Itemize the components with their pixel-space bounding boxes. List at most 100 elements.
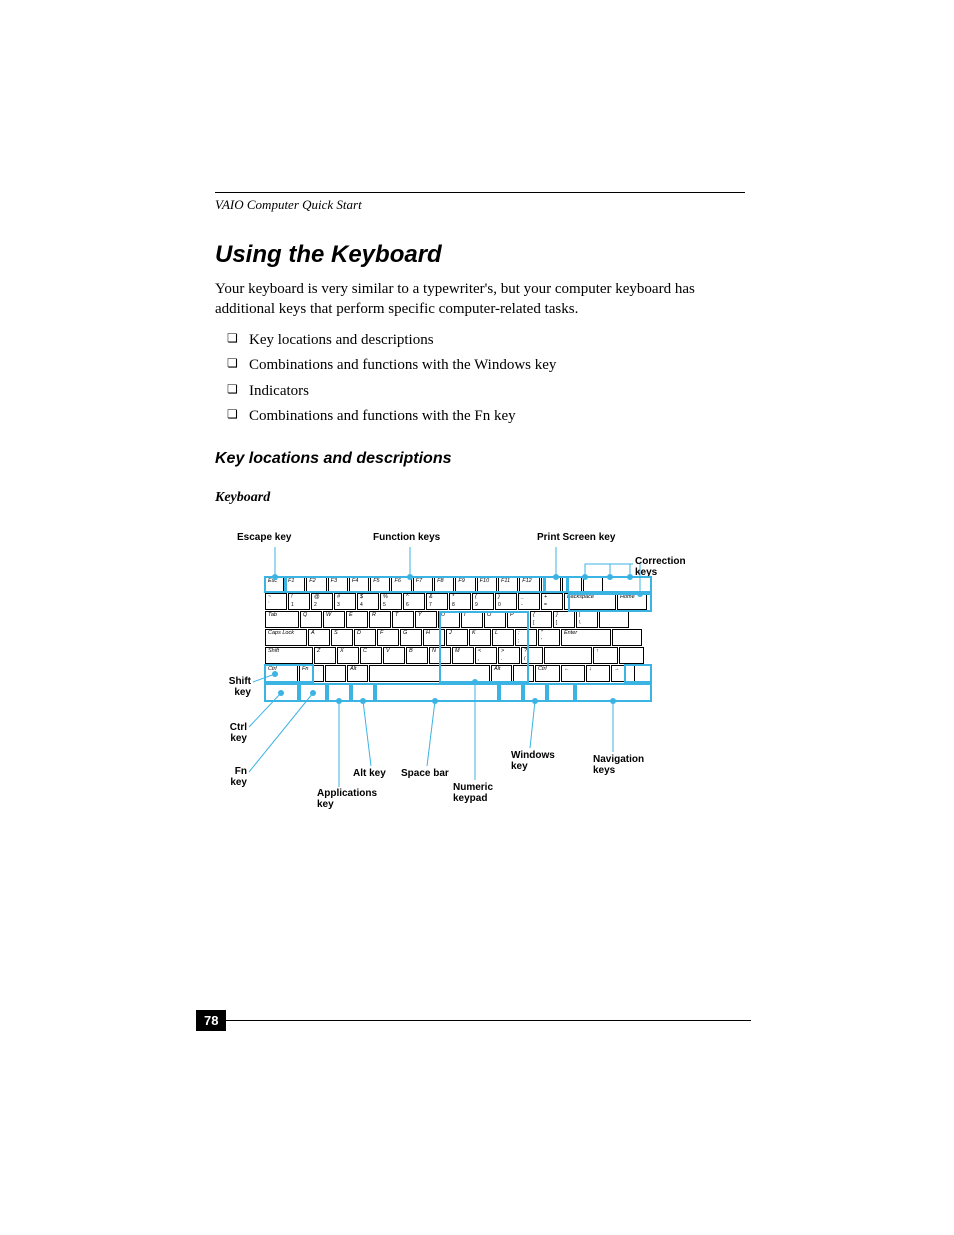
key: F3 <box>328 577 348 592</box>
key: G <box>400 629 422 646</box>
key: @2 <box>311 593 333 610</box>
section-heading: Key locations and descriptions <box>215 450 745 468</box>
callout-escape: Escape key <box>237 532 292 544</box>
key: Home <box>617 593 647 610</box>
callout-shift: Shift key <box>211 676 251 699</box>
bullet-item: Key locations and descriptions <box>227 328 745 354</box>
page-title: Using the Keyboard <box>215 241 745 269</box>
key: {[ <box>530 611 552 628</box>
key: ?/ <box>521 647 543 664</box>
key: Alt <box>491 665 512 682</box>
key: Z <box>314 647 336 664</box>
key: $4 <box>357 593 379 610</box>
callout-numeric: Numeric keypad <box>453 782 503 805</box>
key: W <box>323 611 345 628</box>
key: #3 <box>334 593 356 610</box>
key: F12 <box>519 577 539 592</box>
key: U <box>438 611 460 628</box>
callout-function: Function keys <box>373 532 440 544</box>
key: Esc <box>265 577 284 592</box>
key: F4 <box>349 577 369 592</box>
key <box>541 577 561 592</box>
key: (9 <box>472 593 494 610</box>
key: H <box>423 629 445 646</box>
key: "' <box>538 629 560 646</box>
bullet-list: Key locations and descriptions Combinati… <box>227 328 745 430</box>
callout-windows: Windows key <box>511 750 561 773</box>
key: Q <box>300 611 322 628</box>
key: J <box>446 629 468 646</box>
key: <, <box>475 647 497 664</box>
key: &7 <box>426 593 448 610</box>
key: >. <box>498 647 520 664</box>
key: ~` <box>265 593 287 610</box>
key: F10 <box>477 577 497 592</box>
key: E <box>346 611 368 628</box>
key: Caps Lock <box>265 629 307 646</box>
key: A <box>308 629 330 646</box>
key: F5 <box>370 577 390 592</box>
key <box>513 665 534 682</box>
key: F9 <box>455 577 475 592</box>
content-area: VAIO Computer Quick Start Using the Keyb… <box>215 192 745 842</box>
key <box>562 577 582 592</box>
key: O <box>484 611 506 628</box>
callout-spacebar: Space bar <box>401 768 449 780</box>
key: K <box>469 629 491 646</box>
key: V <box>383 647 405 664</box>
key: Shift <box>265 647 313 664</box>
key: M <box>452 647 474 664</box>
key <box>583 577 603 592</box>
key: ↑ <box>593 647 618 664</box>
key: !1 <box>288 593 310 610</box>
key: Alt <box>347 665 368 682</box>
key: T <box>392 611 414 628</box>
key <box>325 665 346 682</box>
key: }] <box>553 611 575 628</box>
intro-paragraph: Your keyboard is very similar to a typew… <box>215 279 745 320</box>
page: VAIO Computer Quick Start Using the Keyb… <box>0 0 954 1235</box>
key: F11 <box>498 577 518 592</box>
key <box>544 647 592 664</box>
page-number: 78 <box>196 1010 226 1031</box>
bullet-item: Indicators <box>227 379 745 405</box>
key: ← <box>561 665 585 682</box>
callout-alt: Alt key <box>353 768 386 780</box>
top-rule <box>215 192 745 193</box>
key: F6 <box>391 577 411 592</box>
key: I <box>461 611 483 628</box>
callout-applications: Applications key <box>317 788 387 811</box>
key: F8 <box>434 577 454 592</box>
callout-navigation: Navigation keys <box>593 754 653 777</box>
keyboard-diagram: Escape key Function keys Print Screen ke… <box>215 522 745 842</box>
key: F1 <box>285 577 305 592</box>
key: += <box>541 593 563 610</box>
callout-printscreen: Print Screen key <box>537 532 615 544</box>
key: X <box>337 647 359 664</box>
key <box>619 647 644 664</box>
key: L <box>492 629 514 646</box>
key: F2 <box>306 577 326 592</box>
running-head: VAIO Computer Quick Start <box>215 197 745 213</box>
key: :; <box>515 629 537 646</box>
key: Ctrl <box>265 665 298 682</box>
diagram-caption: Keyboard <box>215 490 745 506</box>
key: → <box>611 665 635 682</box>
key: Enter <box>561 629 611 646</box>
key: F7 <box>413 577 433 592</box>
key <box>599 611 629 628</box>
callout-fn: Fn key <box>225 766 247 789</box>
footer-rule <box>226 1020 751 1021</box>
key: _- <box>518 593 540 610</box>
key: ↓ <box>586 665 610 682</box>
key: Tab <box>265 611 299 628</box>
key: )0 <box>495 593 517 610</box>
key: |\ <box>576 611 598 628</box>
key: P <box>507 611 529 628</box>
key: Ctrl <box>535 665 560 682</box>
page-footer: 78 <box>196 1010 751 1031</box>
callout-ctrl: Ctrl key <box>217 722 247 745</box>
key: %5 <box>380 593 402 610</box>
key <box>612 629 642 646</box>
key: R <box>369 611 391 628</box>
